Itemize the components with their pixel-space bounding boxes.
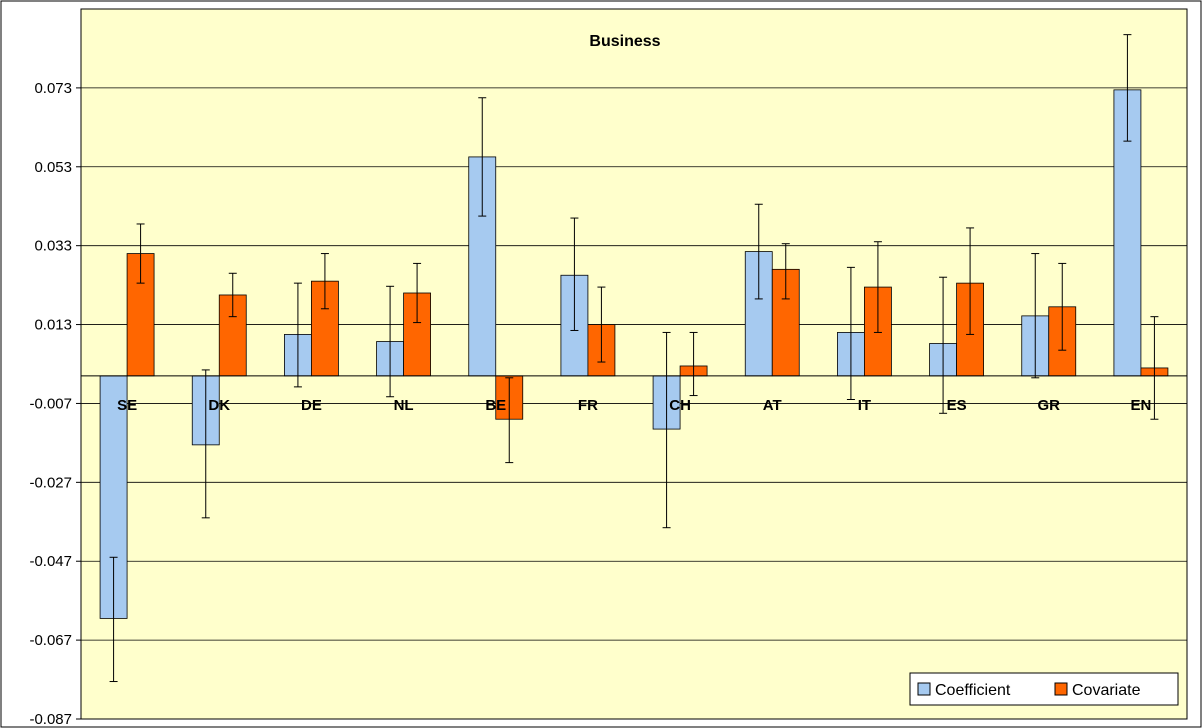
category-label-ch: CH xyxy=(669,397,691,414)
category-label-fr: FR xyxy=(578,397,598,414)
y-tick-label: 0.013 xyxy=(34,317,72,334)
legend-label-covariate: Covariate xyxy=(1072,682,1141,699)
legend: Coefficient Covariate xyxy=(909,672,1179,706)
error-bar-coefficient-it xyxy=(846,266,855,400)
error-bar-coefficient-se xyxy=(109,556,118,683)
error-bar-coefficient-at xyxy=(754,203,763,300)
y-tick-label: -0.067 xyxy=(29,632,72,649)
y-tick-label: -0.047 xyxy=(29,553,72,570)
error-bar-covariate-es xyxy=(966,227,975,335)
category-label-gr: GR xyxy=(1038,397,1061,414)
error-bar-coefficient-gr xyxy=(1031,253,1040,379)
error-bar-covariate-nl xyxy=(413,262,422,324)
error-bar-covariate-it xyxy=(873,241,882,333)
y-tick-label: -0.007 xyxy=(29,395,72,412)
y-tick-label: 0.053 xyxy=(34,159,72,176)
error-bar-covariate-be xyxy=(505,377,514,464)
error-bar-coefficient-es xyxy=(939,276,948,414)
category-label-nl: NL xyxy=(394,397,414,414)
y-tick-label: -0.087 xyxy=(29,711,72,728)
y-axis-tick-labels: -0.087 -0.067 -0.047 -0.027 -0.007 0.013 0.033… xyxy=(29,80,81,728)
category-label-at: AT xyxy=(763,397,782,414)
legend-box xyxy=(909,672,1179,706)
y-tick-label: 0.073 xyxy=(34,80,72,97)
legend-swatch-coefficient xyxy=(917,682,931,696)
plot-area xyxy=(80,8,1188,720)
legend-label-coefficient: Coefficient xyxy=(935,682,1011,699)
error-bar-coefficient-ch xyxy=(662,331,671,529)
error-bar-covariate-at xyxy=(781,243,790,300)
category-label-es: ES xyxy=(947,397,967,414)
error-bar-covariate-de xyxy=(320,253,329,310)
y-tick-label: 0.033 xyxy=(34,238,72,255)
category-label-be: BE xyxy=(485,397,506,414)
error-bar-covariate-gr xyxy=(1058,262,1067,351)
category-label-de: DE xyxy=(301,397,322,414)
error-bar-covariate-en xyxy=(1150,316,1159,420)
error-bar-covariate-fr xyxy=(597,286,606,363)
error-bar-covariate-se xyxy=(136,223,145,284)
category-label-it: IT xyxy=(858,397,871,414)
error-bar-coefficient-fr xyxy=(570,217,579,331)
error-bar-coefficient-en xyxy=(1123,34,1132,142)
category-label-en: EN xyxy=(1130,397,1151,414)
error-bar-coefficient-dk xyxy=(201,369,210,519)
category-label-se: SE xyxy=(117,397,137,414)
error-bar-coefficient-nl xyxy=(386,285,395,398)
y-tick-label: -0.027 xyxy=(29,474,72,491)
error-bar-covariate-dk xyxy=(228,272,237,318)
error-bars xyxy=(109,34,1159,683)
gridlines xyxy=(81,87,1187,720)
error-bar-coefficient-de xyxy=(293,282,302,388)
category-labels: SE DK DE NL BE FR CH AT IT ES GR EN xyxy=(117,397,1151,414)
error-bar-coefficient-be xyxy=(478,97,487,217)
category-label-dk: DK xyxy=(208,397,230,414)
legend-swatch-covariate xyxy=(1054,682,1068,696)
chart-title: Business xyxy=(589,33,660,50)
error-bar-covariate-ch xyxy=(689,331,698,397)
